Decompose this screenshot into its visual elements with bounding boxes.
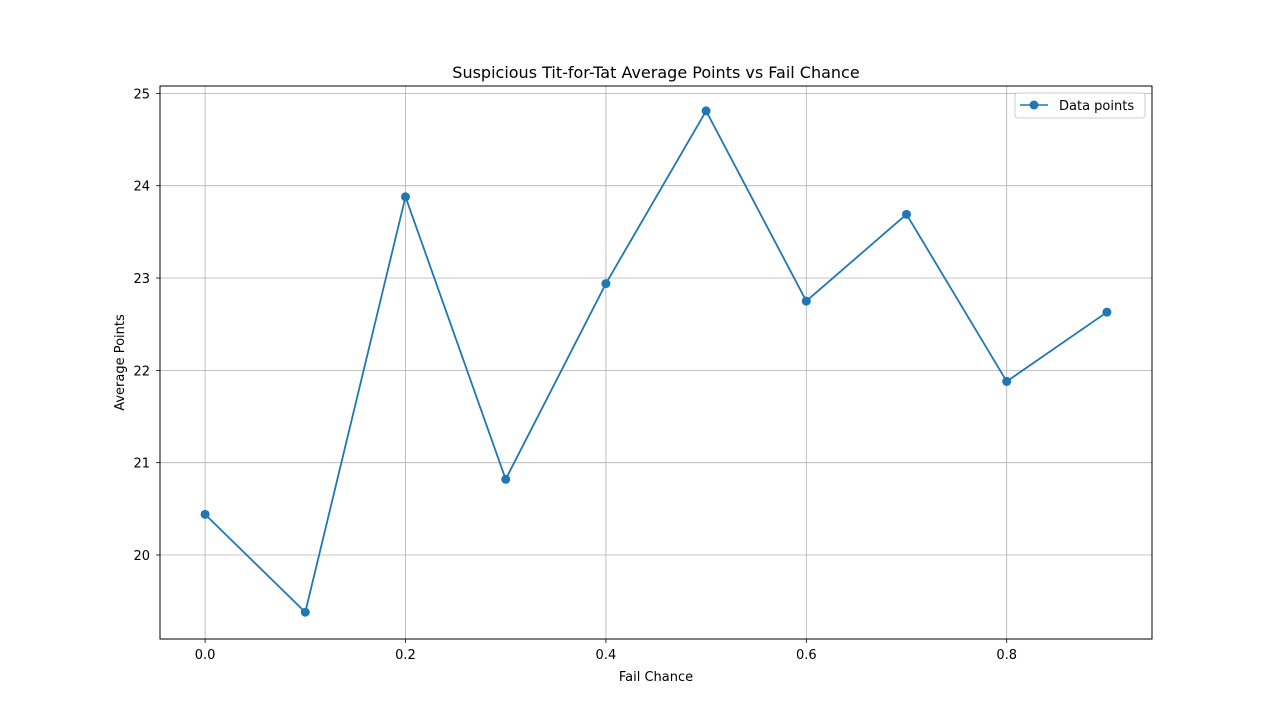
series-line (204, 110, 1108, 614)
x-tick-label: 0.4 (596, 648, 617, 663)
data-point (501, 474, 511, 484)
x-tick-label: 0.6 (796, 648, 817, 663)
x-tick-label: 0.0 (195, 648, 216, 663)
data-point (801, 296, 811, 306)
x-axis-ticks: 0.0 0.2 0.4 0.6 0.8 (195, 639, 1017, 663)
grid-lines (160, 86, 1152, 639)
y-tick-label: 20 (133, 549, 150, 564)
data-point (601, 279, 611, 289)
x-tick-label: 0.8 (996, 648, 1017, 663)
legend: Data points (1014, 92, 1146, 119)
data-series (200, 106, 1112, 617)
y-tick-label: 24 (133, 180, 150, 195)
x-tick-label: 0.2 (395, 648, 416, 663)
y-tick-label: 25 (133, 87, 150, 102)
y-tick-label: 21 (133, 457, 150, 472)
y-axis-ticks: 20 21 22 23 24 25 (133, 87, 160, 564)
y-tick-label: 22 (133, 364, 150, 379)
legend-series-marker (1029, 100, 1039, 110)
data-point (1102, 307, 1112, 317)
data-point (902, 209, 912, 219)
data-point (200, 509, 210, 519)
y-axis-label: Average Points (113, 314, 128, 411)
axes (159, 85, 1153, 640)
y-tick-label: 23 (133, 272, 150, 287)
legend-label-data-points: Data points (1059, 99, 1134, 114)
x-axis-label: Fail Chance (619, 670, 693, 685)
data-point (701, 106, 711, 116)
data-point (400, 192, 410, 202)
data-point (300, 607, 310, 617)
legend-box (1014, 92, 1146, 119)
chart-title: Suspicious Tit-for-Tat Average Points vs… (452, 63, 859, 82)
data-point (1002, 376, 1012, 386)
plot-area-frame (159, 85, 1153, 640)
